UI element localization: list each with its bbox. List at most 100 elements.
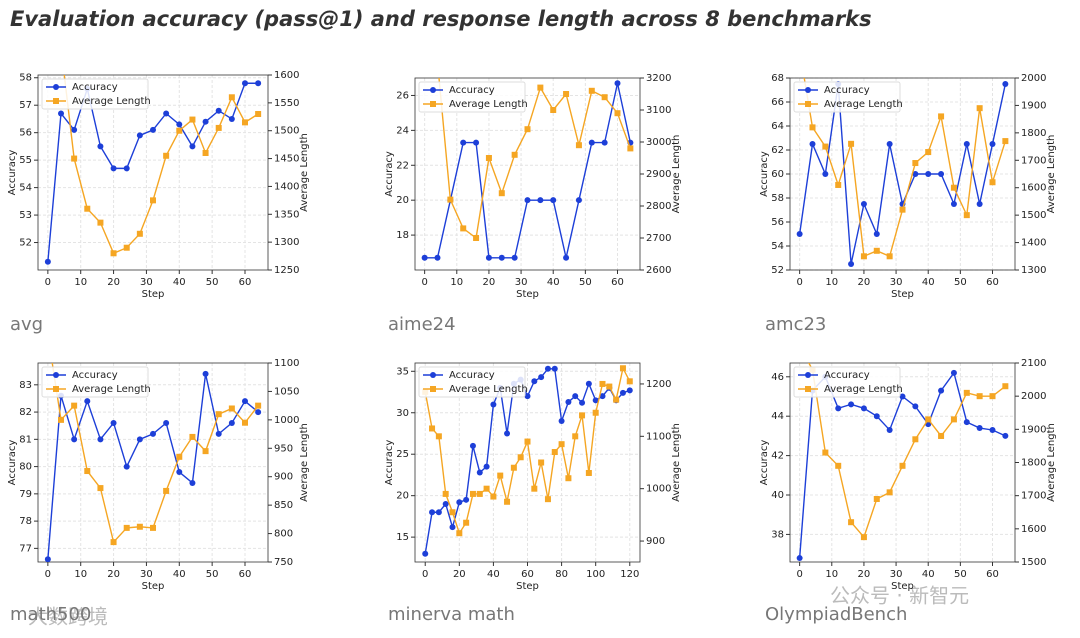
y-tick-label: 24 bbox=[396, 125, 409, 136]
marker bbox=[873, 413, 880, 420]
marker bbox=[619, 365, 626, 372]
y2-tick-label: 1050 bbox=[274, 386, 299, 397]
y2-tick-label: 1500 bbox=[1021, 557, 1046, 568]
marker bbox=[899, 462, 906, 469]
y-tick-label: 64 bbox=[771, 121, 784, 132]
legend-marker bbox=[430, 101, 436, 107]
y2-tick-label: 2900 bbox=[646, 169, 671, 180]
y2-tick-label: 1300 bbox=[274, 237, 299, 248]
marker bbox=[531, 378, 538, 385]
y2-tick-label: 2700 bbox=[646, 233, 671, 244]
marker bbox=[189, 433, 196, 440]
legend-label: Average Length bbox=[824, 99, 903, 110]
marker bbox=[504, 430, 511, 437]
marker bbox=[242, 80, 248, 87]
x-tick-label: 20 bbox=[858, 277, 871, 288]
marker bbox=[848, 261, 855, 267]
y2-axis-label: Average Length bbox=[1046, 423, 1057, 502]
marker bbox=[599, 393, 606, 400]
legend-box bbox=[793, 366, 901, 398]
marker bbox=[150, 430, 156, 437]
y2-tick-label: 1000 bbox=[646, 484, 671, 495]
marker bbox=[228, 405, 235, 412]
y2-axis-label: Average Length bbox=[299, 133, 310, 212]
legend-marker bbox=[430, 386, 436, 392]
x-tick-label: 10 bbox=[74, 277, 87, 288]
marker bbox=[498, 190, 505, 197]
marker bbox=[938, 171, 945, 177]
marker bbox=[110, 539, 117, 546]
y2-axis-label: Average Length bbox=[671, 423, 682, 502]
marker bbox=[476, 490, 483, 497]
marker bbox=[202, 150, 209, 156]
marker bbox=[565, 475, 572, 482]
marker bbox=[176, 121, 183, 128]
legend-box bbox=[41, 78, 149, 110]
marker bbox=[538, 374, 545, 381]
y2-tick-label: 2600 bbox=[646, 265, 671, 276]
marker bbox=[796, 555, 803, 562]
watermark: 大数跨境 bbox=[28, 605, 108, 629]
series-line bbox=[803, 78, 1007, 258]
legend-label: Average Length bbox=[449, 99, 528, 110]
marker bbox=[938, 387, 945, 394]
marker bbox=[925, 171, 932, 177]
marker bbox=[563, 254, 570, 261]
marker bbox=[435, 509, 442, 516]
legend-label: Accuracy bbox=[72, 82, 118, 93]
marker bbox=[469, 490, 476, 497]
marker bbox=[886, 426, 893, 433]
marker bbox=[189, 116, 196, 123]
marker bbox=[242, 119, 248, 126]
legend-marker bbox=[53, 372, 59, 378]
x-tick-label: 60 bbox=[521, 569, 534, 580]
marker bbox=[483, 485, 490, 492]
y-tick-label: 42 bbox=[771, 451, 784, 462]
y-tick-label: 44 bbox=[771, 411, 784, 422]
marker bbox=[123, 244, 130, 251]
marker bbox=[456, 499, 463, 506]
plot-frame bbox=[789, 362, 1016, 563]
y-tick-label: 79 bbox=[19, 489, 32, 500]
legend-label: Accuracy bbox=[449, 85, 495, 96]
marker bbox=[71, 126, 78, 133]
marker bbox=[163, 487, 170, 494]
x-tick-label: 40 bbox=[922, 569, 935, 580]
y-tick-label: 20 bbox=[396, 491, 409, 502]
legend-marker bbox=[805, 372, 811, 378]
marker bbox=[899, 206, 906, 213]
x-tick-label: 10 bbox=[450, 277, 463, 288]
marker bbox=[176, 127, 183, 134]
marker bbox=[938, 113, 945, 120]
marker bbox=[950, 369, 957, 376]
legend-label: Average Length bbox=[824, 384, 903, 395]
marker bbox=[498, 254, 505, 261]
y-axis-label: Accuracy bbox=[384, 440, 395, 486]
marker bbox=[215, 411, 222, 418]
marker bbox=[150, 197, 156, 204]
marker bbox=[797, 343, 803, 349]
y2-tick-label: 2000 bbox=[1021, 391, 1046, 402]
y-tick-label: 81 bbox=[19, 434, 32, 445]
marker bbox=[97, 143, 104, 150]
marker bbox=[242, 419, 248, 426]
marker bbox=[460, 139, 467, 146]
x-tick-label: 60 bbox=[611, 277, 624, 288]
marker bbox=[531, 485, 538, 492]
marker bbox=[938, 432, 945, 439]
marker bbox=[912, 436, 919, 443]
marker bbox=[886, 141, 893, 147]
marker bbox=[572, 433, 579, 440]
marker bbox=[575, 197, 582, 204]
legend-marker bbox=[805, 386, 811, 392]
marker bbox=[613, 396, 620, 403]
marker bbox=[110, 165, 117, 172]
x-tick-label: 20 bbox=[858, 569, 871, 580]
y2-tick-label: 3200 bbox=[646, 73, 671, 84]
marker bbox=[796, 231, 803, 237]
panel-caption: aime24 bbox=[388, 314, 456, 335]
legend-marker bbox=[430, 372, 436, 378]
y-tick-label: 18 bbox=[396, 230, 409, 241]
marker bbox=[626, 387, 633, 394]
marker bbox=[435, 59, 441, 65]
